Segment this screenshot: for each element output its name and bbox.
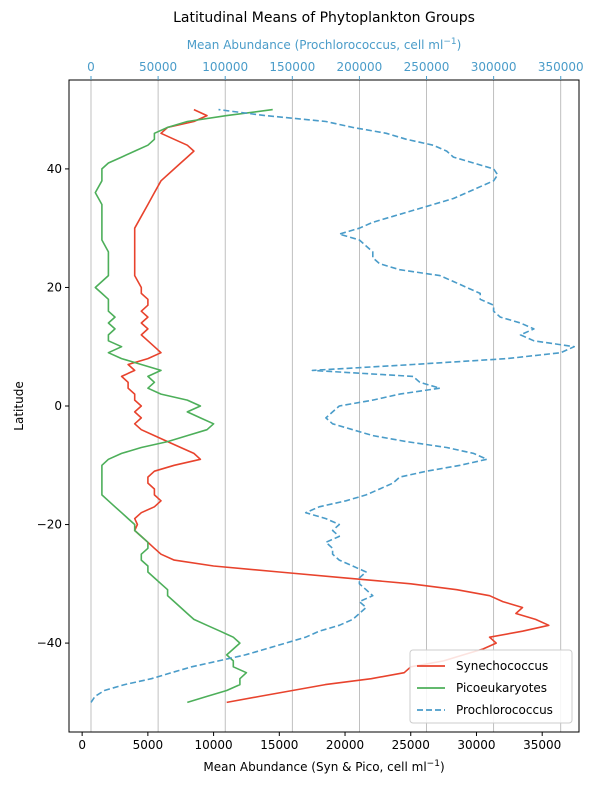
series-line-synechococcus xyxy=(120,108,550,704)
chart-title: Latitudinal Means of Phytoplankton Group… xyxy=(173,10,475,26)
top-tick-label: 350000 xyxy=(538,60,584,74)
bottom-axis-label: Mean Abundance (Syn & Pico, cell ml−1) xyxy=(203,759,444,774)
bottom-tick-label: 25000 xyxy=(392,738,430,752)
top-axis-label-tail: ) xyxy=(457,38,462,52)
top-tick-label: 200000 xyxy=(337,60,383,74)
y-tick-label: 40 xyxy=(47,162,62,176)
top-axis-ticks: 0 50000 100000 150000 200000 250000 300000 3500… xyxy=(87,60,584,80)
legend-label-prochlorococcus: Prochlorococcus xyxy=(456,703,553,717)
series-line-prochlorococcus xyxy=(90,108,576,703)
legend-label-picoeukaryotes: Picoeukaryotes xyxy=(456,681,547,695)
top-axis-label-sup: −1 xyxy=(443,37,456,47)
legend-box xyxy=(409,649,573,724)
bottom-axis-label-tail: ) xyxy=(440,760,445,774)
legend-label-synechococcus: Synechococcus xyxy=(456,659,548,673)
top-tick-label: 300000 xyxy=(471,60,517,74)
bottom-tick-label: 0 xyxy=(78,738,86,752)
series-layer xyxy=(90,108,576,704)
y-axis-ticks: −40 −20 0 20 40 xyxy=(37,162,69,650)
top-tick-label: 250000 xyxy=(404,60,450,74)
top-tick-label: 150000 xyxy=(269,60,315,74)
y-tick-label: 0 xyxy=(54,399,62,413)
bottom-tick-label: 35000 xyxy=(523,738,561,752)
bottom-tick-label: 10000 xyxy=(194,738,232,752)
y-tick-label: 20 xyxy=(47,280,62,294)
legend: Synechococcus Picoeukaryotes Prochlorococc… xyxy=(409,649,573,724)
grid-layer xyxy=(90,80,562,732)
top-axis-label-main: Mean Abundance (Prochlorococcus, cell ml xyxy=(187,38,444,52)
y-axis-label: Latitude xyxy=(12,381,26,430)
bottom-axis-ticks: 0 5000 10000 15000 20000 25000 30000 35000 xyxy=(78,732,561,752)
bottom-tick-label: 20000 xyxy=(326,738,364,752)
y-tick-label: −40 xyxy=(37,636,62,650)
top-axis-label: Mean Abundance (Prochlorococcus, cell ml… xyxy=(187,37,462,52)
top-tick-label: 100000 xyxy=(202,60,248,74)
bottom-tick-label: 30000 xyxy=(457,738,495,752)
top-tick-label: 50000 xyxy=(139,60,177,74)
top-tick-label: 0 xyxy=(87,60,95,74)
y-tick-label: −20 xyxy=(37,518,62,532)
series-line-picoeukaryotes xyxy=(94,108,273,704)
bottom-axis-label-main: Mean Abundance (Syn & Pico, cell ml xyxy=(203,760,426,774)
bottom-tick-label: 5000 xyxy=(133,738,164,752)
bottom-axis-label-sup: −1 xyxy=(427,759,440,769)
bottom-tick-label: 15000 xyxy=(260,738,298,752)
